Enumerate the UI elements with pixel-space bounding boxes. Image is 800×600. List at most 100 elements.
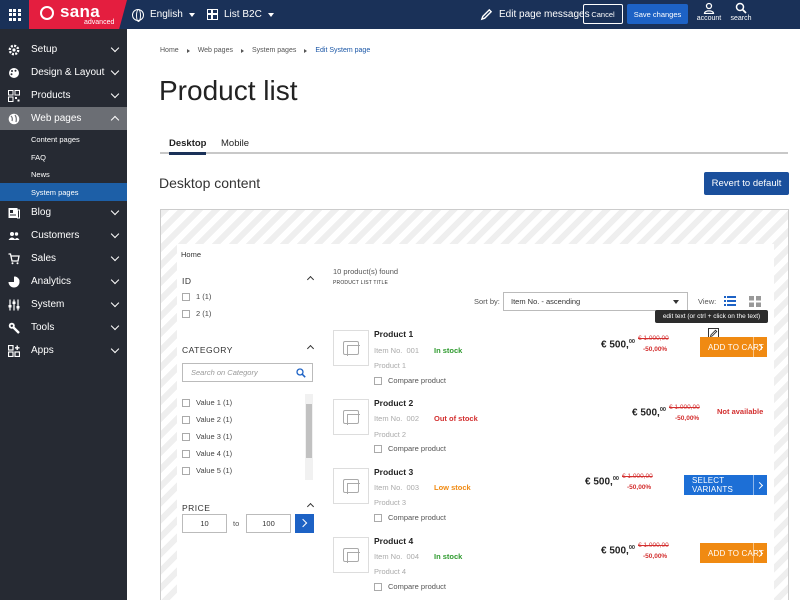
search-button[interactable]: search xyxy=(724,2,758,22)
compare-product[interactable]: Compare product xyxy=(374,513,446,522)
select-variants-button[interactable]: SELECT VARIANTS xyxy=(684,475,767,495)
revert-to-default-button[interactable]: Revert to default xyxy=(704,172,789,195)
facet-option[interactable]: Value 4 (1) xyxy=(182,449,232,458)
item-no-label: Item No. xyxy=(374,346,403,355)
compare-product[interactable]: Compare product xyxy=(374,376,446,385)
checkbox[interactable] xyxy=(374,444,382,453)
chevron-down-icon xyxy=(673,300,679,304)
logo-text: sana xyxy=(60,2,100,21)
sort-select[interactable]: Item No. - ascending xyxy=(503,292,688,311)
product-list-title[interactable]: PRODUCT LIST TITLE xyxy=(333,280,389,286)
sort-by-label: Sort by: xyxy=(474,297,500,306)
facet-id-title[interactable]: ID xyxy=(182,276,192,286)
facet-option[interactable]: Value 1 (1) xyxy=(182,398,232,407)
add-to-cart-button[interactable]: ADD TO CART xyxy=(700,337,767,357)
checkbox[interactable] xyxy=(182,309,190,318)
checkbox[interactable] xyxy=(182,292,190,301)
category-scrollbar[interactable] xyxy=(305,394,313,480)
checkbox[interactable] xyxy=(182,466,190,475)
product-name[interactable]: Product 2 xyxy=(374,398,414,408)
sidebar-item-setup[interactable]: Setup xyxy=(0,38,127,61)
sidebar-item-system[interactable]: System xyxy=(0,293,127,316)
sidebar-item-blog[interactable]: Blog xyxy=(0,201,127,224)
price-from-input[interactable]: 10 xyxy=(182,514,227,533)
checkbox[interactable] xyxy=(182,415,190,424)
palette-icon xyxy=(9,67,19,78)
scrollbar-thumb[interactable] xyxy=(306,404,312,458)
sidebar-item-sales[interactable]: Sales xyxy=(0,247,127,270)
sidebar-item-apps[interactable]: Apps xyxy=(0,339,127,362)
product-name[interactable]: Product 3 xyxy=(374,467,414,477)
chevron-down-icon xyxy=(110,321,120,331)
breadcrumb-separator-icon xyxy=(240,48,244,53)
sidebar-item-web-pages[interactable]: Web pages xyxy=(0,107,127,130)
facet-option-label: 2 (1) xyxy=(196,309,212,318)
checkbox[interactable] xyxy=(374,376,382,385)
sidebar-item-design-layout[interactable]: Design & Layout xyxy=(0,61,127,84)
compare-product[interactable]: Compare product xyxy=(374,444,446,453)
search-icon[interactable] xyxy=(296,368,306,378)
discount-percent: -50,00% xyxy=(627,484,652,491)
save-changes-button[interactable]: Save changes xyxy=(627,4,688,24)
checkbox[interactable] xyxy=(374,513,382,522)
product-image[interactable] xyxy=(333,537,369,573)
list-view-icon[interactable] xyxy=(724,296,736,306)
logo-edition: advanced xyxy=(84,19,115,26)
checkbox[interactable] xyxy=(374,582,382,591)
facet-option[interactable]: 2 (1) xyxy=(182,309,211,318)
sana-logo[interactable]: sana advanced xyxy=(29,0,127,29)
sidebar-subitem-news[interactable]: News xyxy=(31,169,50,179)
chevron-down-icon xyxy=(110,298,120,308)
add-to-cart-button[interactable]: ADD TO CART xyxy=(700,543,767,563)
sidebar-subitem-content-pages[interactable]: Content pages xyxy=(31,134,80,144)
product-name[interactable]: Product 4 xyxy=(374,536,414,546)
edit-page-messages-button[interactable]: Edit page messages xyxy=(480,0,590,29)
sidebar-subitem-system-pages[interactable]: System pages xyxy=(0,183,127,201)
sidebar-subitem-faq[interactable]: FAQ xyxy=(31,152,47,162)
price-value: € 500, xyxy=(585,476,613,488)
checkbox[interactable] xyxy=(182,432,190,441)
facet-option[interactable]: 1 (1) xyxy=(182,292,211,301)
product-name[interactable]: Product 1 xyxy=(374,329,414,339)
sidebar-item-label: Sales xyxy=(31,253,57,264)
list-selector[interactable]: List B2C xyxy=(207,0,274,29)
chart-icon xyxy=(8,276,20,287)
facet-option[interactable]: Value 3 (1) xyxy=(182,432,232,441)
tab-mobile[interactable]: Mobile xyxy=(221,138,249,149)
product-image[interactable] xyxy=(333,468,369,504)
tab-desktop[interactable]: Desktop xyxy=(169,138,207,155)
sidebar-item-analytics[interactable]: Analytics xyxy=(0,270,127,293)
apps-menu-button[interactable] xyxy=(0,0,29,29)
item-no-label: Item No. xyxy=(374,414,403,423)
breadcrumb-home[interactable]: Home xyxy=(160,47,179,54)
category-search-input[interactable]: Search on Category xyxy=(182,363,313,382)
grid-view-icon[interactable] xyxy=(749,296,761,307)
facet-option[interactable]: Value 5 (1) xyxy=(182,466,232,475)
facet-category-title[interactable]: CATEGORY xyxy=(182,345,233,355)
breadcrumb-system-pages[interactable]: System pages xyxy=(251,47,297,54)
item-no-value: 001 xyxy=(406,346,420,355)
sidebar-item-customers[interactable]: Customers xyxy=(0,224,127,247)
product-image[interactable] xyxy=(333,399,369,435)
cancel-button[interactable]: Cancel xyxy=(583,4,623,24)
price-cents: 00 xyxy=(628,339,635,345)
price-apply-button[interactable] xyxy=(295,514,314,533)
preview-breadcrumb[interactable]: Home xyxy=(181,250,202,259)
facet-price-title[interactable]: PRICE xyxy=(182,503,211,513)
product-price: € 500,00 xyxy=(601,339,635,350)
price-to-input[interactable]: 100 xyxy=(246,514,291,533)
facet-option[interactable]: Value 2 (1) xyxy=(182,415,232,424)
checkbox[interactable] xyxy=(182,398,190,407)
globe-icon xyxy=(132,8,144,22)
account-button[interactable]: account xyxy=(692,2,726,22)
language-selector[interactable]: English xyxy=(132,0,195,29)
compare-product[interactable]: Compare product xyxy=(374,582,446,591)
people-icon xyxy=(8,231,20,240)
checkbox[interactable] xyxy=(182,449,190,458)
view-label: View: xyxy=(698,297,717,306)
product-image[interactable] xyxy=(333,330,369,366)
sidebar-item-products[interactable]: Products xyxy=(0,84,127,107)
sidebar-item-tools[interactable]: Tools xyxy=(0,316,127,339)
breadcrumb-web-pages[interactable]: Web pages xyxy=(197,47,233,54)
stock-status: Out of stock xyxy=(434,414,478,423)
